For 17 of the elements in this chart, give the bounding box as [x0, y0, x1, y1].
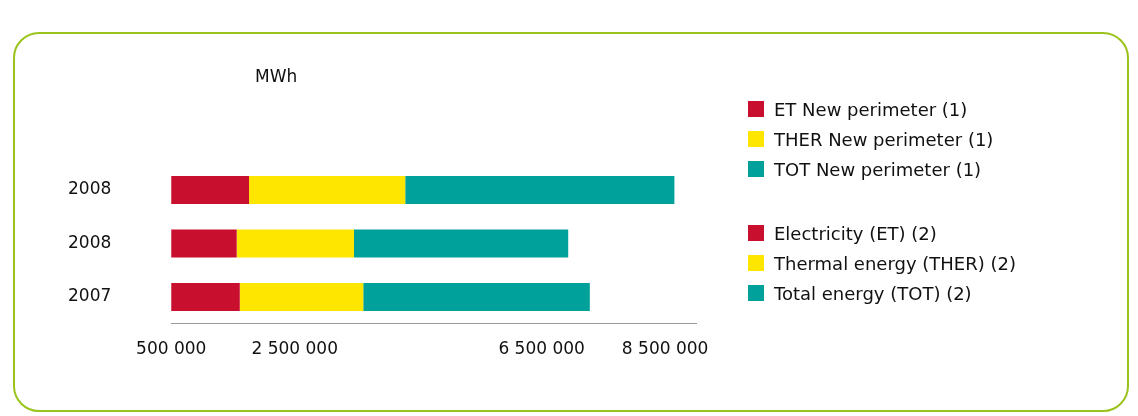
y-tick-label: 2007	[68, 285, 112, 306]
bar	[363, 283, 590, 311]
x-axis-title: MWh	[255, 66, 298, 86]
legend-label: Total energy (TOT) (2)	[774, 282, 972, 304]
legend-label: Thermal energy (THER) (2)	[774, 252, 1016, 274]
legend-label: ET New perimeter (1)	[774, 98, 968, 120]
x-tick-label: 2 500 000	[251, 338, 338, 359]
x-tick-label: 6 500 000	[498, 338, 585, 359]
x-tick-label: 500 000	[136, 338, 207, 359]
x-tick-label: 8 500 000	[621, 338, 709, 359]
legend-label: THER New perimeter (1)	[774, 128, 994, 150]
y-tick-label: 2008	[68, 231, 112, 252]
bar	[405, 176, 675, 204]
bar	[354, 229, 569, 258]
y-tick-label: 2008	[68, 178, 112, 199]
legend-label: Electricity (ET) (2)	[774, 222, 937, 244]
legend-label: TOT New perimeter (1)	[774, 158, 982, 180]
